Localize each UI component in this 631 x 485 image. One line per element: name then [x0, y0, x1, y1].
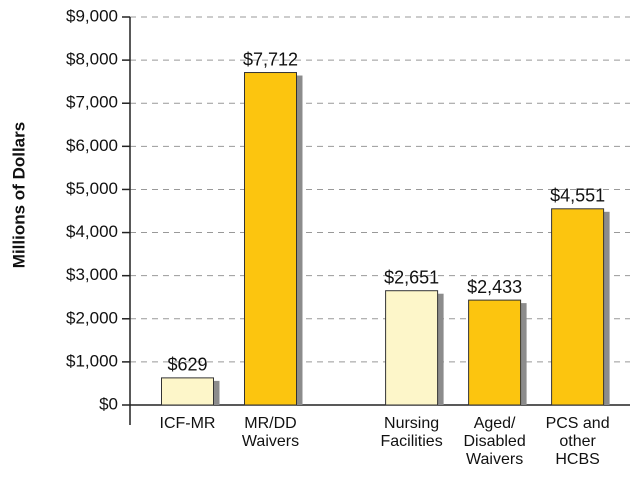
y-tick-label: $9,000 — [66, 6, 118, 25]
value-label: $4,551 — [550, 186, 605, 206]
y-tick-label: $4,000 — [66, 222, 118, 241]
x-tick-label: ICF-MR — [159, 415, 216, 432]
y-tick-label: $7,000 — [66, 93, 118, 112]
x-tick-label: PCS and other HCBS — [545, 415, 610, 468]
y-tick-label: $3,000 — [66, 265, 118, 284]
bar — [161, 377, 214, 406]
y-tick-label: $2,000 — [66, 308, 118, 327]
bar — [385, 290, 439, 406]
y-tick-label: $0 — [99, 394, 118, 413]
y-tick-label: $5,000 — [66, 179, 118, 198]
value-label: $629 — [167, 355, 207, 375]
bar — [551, 208, 605, 406]
y-tick-label: $1,000 — [66, 351, 118, 370]
y-tick-label: $6,000 — [66, 136, 118, 155]
y-tick-label: $8,000 — [66, 50, 118, 69]
x-tick-label: MR/DD Waivers — [241, 415, 300, 450]
y-axis-label: Millions of Dollars — [9, 122, 28, 268]
bar — [468, 299, 522, 406]
value-label: $7,712 — [243, 49, 298, 69]
x-tick-label: Nursing Facilities — [380, 415, 443, 450]
value-label: $2,433 — [467, 277, 522, 297]
x-tick-label: Aged/ Disabled Waivers — [463, 415, 526, 468]
value-label: $2,651 — [384, 267, 439, 287]
bar — [244, 72, 297, 406]
